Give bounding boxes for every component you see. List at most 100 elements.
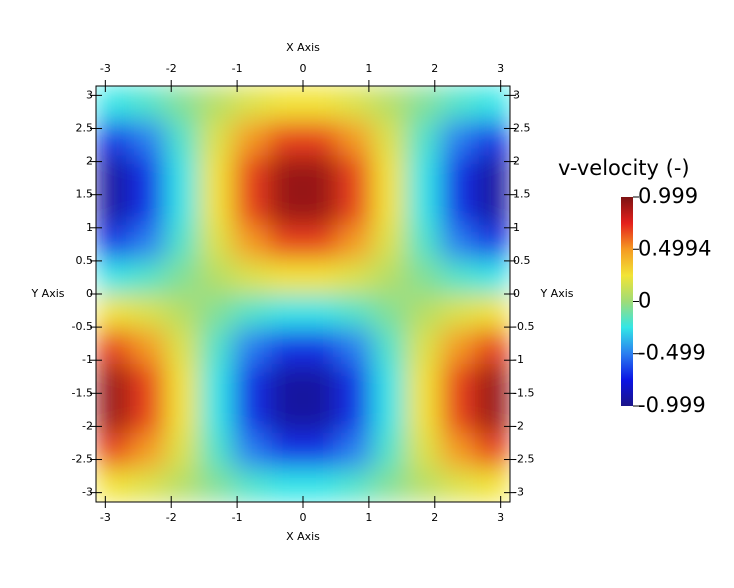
cell [440, 258, 477, 295]
cell [164, 86, 201, 122]
y-tick-label: 0 [86, 287, 93, 300]
cell [129, 362, 166, 399]
cell [302, 293, 338, 330]
cell [129, 466, 166, 502]
heatmap [96, 86, 510, 502]
y-axis-title-right: Y Axis [539, 287, 573, 300]
cell [440, 328, 477, 365]
cell [233, 86, 269, 122]
cell [440, 86, 477, 122]
colorbar [621, 197, 633, 406]
cell [440, 432, 477, 469]
y-tick-label: -1 [513, 353, 524, 366]
x-tick-label: -2 [166, 62, 177, 75]
y-tick-label: -3 [82, 486, 93, 499]
cell [440, 466, 477, 502]
y-tick-label: -2 [513, 419, 524, 432]
cell [440, 119, 477, 156]
cell [96, 466, 131, 502]
cell [405, 432, 442, 469]
colorbar-tick-label: -0.999 [638, 393, 706, 417]
y-tick-label: -1.5 [72, 386, 93, 399]
colorbar-tick-label: -0.499 [638, 341, 706, 365]
y-tick-label: -0.5 [72, 320, 93, 333]
cell [198, 328, 235, 365]
cell [96, 189, 131, 226]
cell [302, 189, 338, 226]
cell [129, 432, 166, 469]
cell [198, 258, 235, 295]
cell [164, 328, 201, 365]
cell [302, 223, 338, 260]
cell [268, 293, 304, 330]
cell [129, 86, 166, 122]
cell [233, 293, 269, 330]
y-tick-label: 0.5 [513, 254, 531, 267]
cell [337, 293, 373, 330]
x-tick-label: -3 [100, 62, 111, 75]
x-tick-label: 2 [431, 511, 438, 524]
cell [164, 223, 201, 260]
cell [198, 86, 235, 122]
cell [475, 86, 510, 122]
cell [233, 397, 269, 433]
x-tick-label: 1 [365, 62, 372, 75]
cell [371, 466, 408, 502]
cell [164, 119, 201, 156]
colorbar-title: v-velocity (-) [558, 156, 690, 180]
cell [233, 189, 269, 226]
cell [129, 223, 166, 260]
cell [268, 86, 304, 122]
cell [198, 189, 235, 226]
y-tick-label: -2.5 [513, 453, 534, 466]
cell [164, 293, 201, 330]
cell [233, 432, 269, 469]
y-tick-label: 3 [86, 88, 93, 101]
cell [337, 155, 373, 191]
cell [233, 328, 269, 365]
colorbar-tick-label: 0.4994 [638, 236, 711, 260]
cell [198, 155, 235, 191]
y-tick-label: 3 [513, 88, 520, 101]
y-tick-label: -2 [82, 419, 93, 432]
cell [302, 86, 338, 122]
cell [164, 258, 201, 295]
x-tick-label: -1 [232, 62, 243, 75]
cell [268, 362, 304, 399]
cell [198, 397, 235, 433]
cell [302, 328, 338, 365]
cell [371, 397, 408, 433]
cell [129, 189, 166, 226]
cell [440, 189, 477, 226]
cell [233, 466, 269, 502]
cell [371, 258, 408, 295]
cell [302, 119, 338, 156]
cell [96, 223, 131, 260]
cell [371, 86, 408, 122]
cell [302, 397, 338, 433]
cell [198, 223, 235, 260]
y-tick-label: -0.5 [513, 320, 534, 333]
cell [268, 397, 304, 433]
cell [371, 362, 408, 399]
cell [440, 362, 477, 399]
y-tick-label: -1 [82, 353, 93, 366]
cell [233, 119, 269, 156]
y-tick-label: 1 [513, 221, 520, 234]
colorbar-tick-label: 0 [638, 289, 651, 313]
cell [475, 119, 510, 156]
cell [371, 293, 408, 330]
cell [475, 258, 510, 295]
cell [405, 466, 442, 502]
cell [337, 466, 373, 502]
cell [96, 362, 131, 399]
cell [440, 155, 477, 191]
cell [233, 155, 269, 191]
cell [405, 362, 442, 399]
cell [475, 189, 510, 226]
cell [268, 258, 304, 295]
cell [440, 223, 477, 260]
cell [337, 328, 373, 365]
y-tick-label: 0 [513, 287, 520, 300]
